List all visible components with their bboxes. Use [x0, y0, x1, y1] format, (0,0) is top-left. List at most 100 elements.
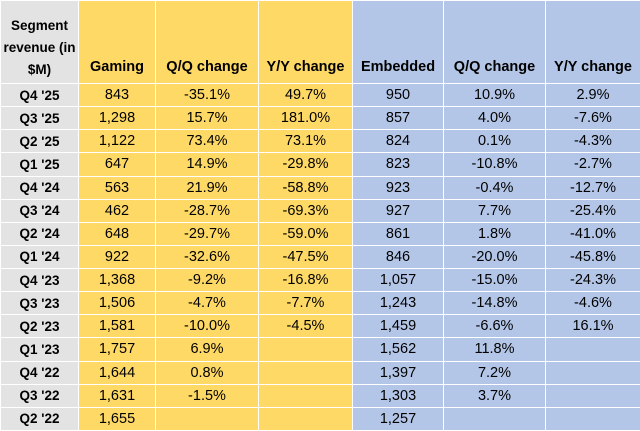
cell: 73.1%: [258, 129, 353, 154]
cell: -58.8%: [258, 175, 353, 200]
cell: 1,581: [78, 314, 156, 339]
cell: -29.8%: [258, 152, 353, 177]
cell: 10.9%: [443, 82, 546, 108]
cell: 824: [352, 129, 444, 154]
cell: -16.8%: [258, 267, 353, 293]
row-label: Q1 '25: [0, 152, 79, 177]
cell: -35.1%: [155, 82, 259, 108]
cell: 1,368: [78, 267, 156, 293]
table-row: Q2 '24 648 -29.7% -59.0% 861 1.8% -41.0%: [0, 221, 640, 246]
row-label: Q4 '24: [0, 175, 79, 200]
cell: 1,562: [352, 337, 444, 362]
header-cell: Segment revenue (in $M): [0, 0, 79, 84]
cell: [258, 337, 353, 362]
cell: 0.1%: [443, 129, 546, 154]
cell: -4.7%: [155, 291, 259, 316]
cell: 3.7%: [443, 383, 546, 408]
cell: 49.7%: [258, 82, 353, 108]
cell: 14.9%: [155, 152, 259, 177]
cell: -4.5%: [258, 314, 353, 339]
cell: -2.7%: [545, 152, 640, 177]
cell: -59.0%: [258, 221, 353, 246]
cell: 462: [78, 198, 156, 223]
cell: 843: [78, 82, 156, 108]
cell: 16.1%: [545, 314, 640, 339]
table-row: Q1 '23 1,757 6.9% 1,562 11.8%: [0, 337, 640, 362]
cell: 1,057: [352, 267, 444, 293]
cell: [545, 337, 640, 362]
cell: -32.6%: [155, 244, 259, 270]
cell: -45.8%: [545, 244, 640, 270]
cell: -47.5%: [258, 244, 353, 270]
header-cell: Embedded: [352, 0, 444, 84]
cell: -4.3%: [545, 129, 640, 154]
cell: -6.6%: [443, 314, 546, 339]
cell: -9.2%: [155, 267, 259, 293]
row-label: Q2 '24: [0, 221, 79, 246]
cell: 922: [78, 244, 156, 270]
header-cell: Y/Y change: [545, 0, 640, 84]
table-row: Q1 '25 647 14.9% -29.8% 823 -10.8% -2.7%: [0, 152, 640, 177]
cell: 846: [352, 244, 444, 270]
cell: [258, 383, 353, 408]
cell: 0.8%: [155, 360, 259, 385]
cell: [258, 360, 353, 385]
cell: 1,459: [352, 314, 444, 339]
table-row: Q4 '25 843 -35.1% 49.7% 950 10.9% 2.9%: [0, 82, 640, 108]
row-label: Q1 '24: [0, 244, 79, 270]
cell: 1,397: [352, 360, 444, 385]
cell: 181.0%: [258, 106, 353, 131]
table-row: Q4 '22 1,644 0.8% 1,397 7.2%: [0, 360, 640, 385]
cell: 1,303: [352, 383, 444, 408]
row-label: Q4 '25: [0, 82, 79, 108]
row-label: Q3 '25: [0, 106, 79, 131]
table-row: Q4 '24 563 21.9% -58.8% 923 -0.4% -12.7%: [0, 175, 640, 200]
cell: -41.0%: [545, 221, 640, 246]
header-cell: Q/Q change: [155, 0, 259, 84]
cell: 927: [352, 198, 444, 223]
cell: 563: [78, 175, 156, 200]
cell: 857: [352, 106, 444, 131]
cell: -12.7%: [545, 175, 640, 200]
cell: -15.0%: [443, 267, 546, 293]
header-row: Segment revenue (in $M) Gaming Q/Q change Y…: [0, 0, 640, 84]
cell: 1,243: [352, 291, 444, 316]
row-label: Q2 '23: [0, 314, 79, 339]
cell: -1.5%: [155, 383, 259, 408]
cell: -10.0%: [155, 314, 259, 339]
cell: 11.8%: [443, 337, 546, 362]
cell: -20.0%: [443, 244, 546, 270]
cell: -25.4%: [545, 198, 640, 223]
cell: 15.7%: [155, 106, 259, 131]
table-row: Q2 '23 1,581 -10.0% -4.5% 1,459 -6.6% 16.1%: [0, 314, 640, 339]
table-row: Q4 '23 1,368 -9.2% -16.8% 1,057 -15.0% -24.3%: [0, 267, 640, 293]
table-row: Q3 '24 462 -28.7% -69.3% 927 7.7% -25.4%: [0, 198, 640, 223]
cell: 823: [352, 152, 444, 177]
cell: 73.4%: [155, 129, 259, 154]
cell: 1,644: [78, 360, 156, 385]
cell: 2.9%: [545, 82, 640, 108]
header-cell: Q/Q change: [443, 0, 546, 84]
table-row: Q1 '24 922 -32.6% -47.5% 846 -20.0% -45.8%: [0, 244, 640, 270]
cell: 1,298: [78, 106, 156, 131]
cell: 1.8%: [443, 221, 546, 246]
cell: -29.7%: [155, 221, 259, 246]
cell: [258, 406, 353, 431]
cell: 1,506: [78, 291, 156, 316]
row-label: Q3 '24: [0, 198, 79, 223]
cell: -7.7%: [258, 291, 353, 316]
row-label: Q2 '22: [0, 406, 79, 431]
cell: -69.3%: [258, 198, 353, 223]
cell: 647: [78, 152, 156, 177]
cell: 1,757: [78, 337, 156, 362]
cell: 7.7%: [443, 198, 546, 223]
cell: -10.8%: [443, 152, 546, 177]
cell: [545, 360, 640, 385]
cell: 861: [352, 221, 444, 246]
cell: 1,257: [352, 406, 444, 431]
cell: -7.6%: [545, 106, 640, 131]
cell: -24.3%: [545, 267, 640, 293]
cell: [443, 406, 546, 431]
cell: -14.8%: [443, 291, 546, 316]
